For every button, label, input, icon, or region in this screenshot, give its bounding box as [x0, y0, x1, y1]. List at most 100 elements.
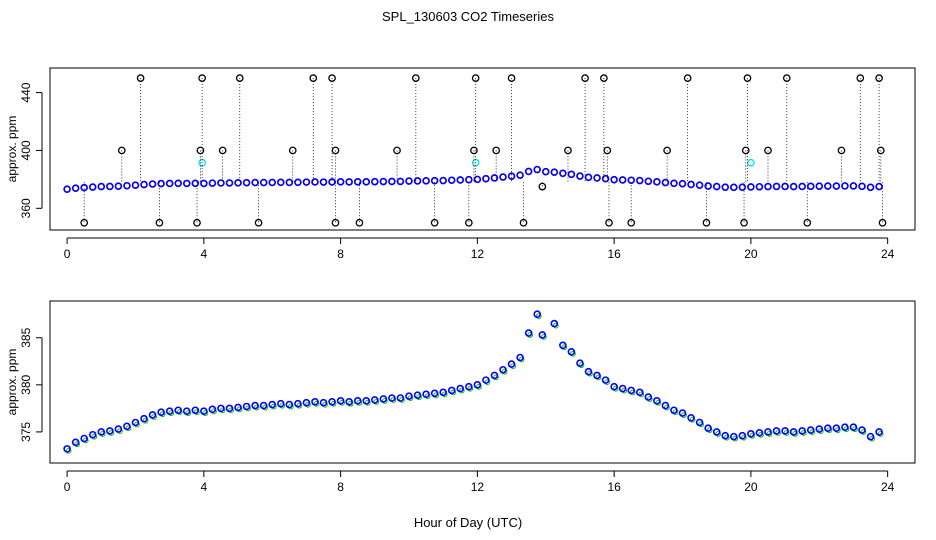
data-point: [217, 179, 225, 187]
data-point-green: [595, 374, 602, 381]
data-point: [379, 177, 388, 186]
data-point-green: [176, 409, 183, 416]
data-point-green: [125, 425, 132, 432]
data-point: [63, 185, 71, 194]
data-point: [439, 176, 447, 185]
data-point: [123, 181, 131, 190]
data-point-green: [869, 435, 875, 442]
data-point-green: [245, 405, 251, 412]
flag-point: [288, 146, 297, 155]
top-x-tick-label: 12: [471, 247, 485, 261]
data-point: [294, 178, 302, 187]
data-point: [670, 179, 678, 188]
data-point: [405, 392, 413, 400]
bottom-x-tick-label: 8: [337, 480, 344, 494]
flag-point: [564, 146, 572, 155]
data-point: [259, 178, 268, 187]
data-point-green: [852, 426, 858, 433]
data-point: [849, 423, 858, 432]
data-point: [200, 179, 208, 188]
data-point: [148, 180, 157, 188]
bottom-y-axis-label: approx. ppm: [5, 349, 19, 416]
data-point-green: [219, 407, 226, 414]
data-point: [661, 401, 670, 410]
data-point: [618, 384, 627, 393]
top-series-co2_secondary: [198, 158, 755, 167]
data-point-green: [540, 334, 547, 340]
data-point: [473, 381, 482, 389]
data-point: [71, 438, 80, 447]
flag-point: [875, 74, 883, 82]
data-point: [772, 427, 781, 435]
top-series-co2_primary: [63, 165, 883, 194]
data-point: [405, 177, 413, 185]
data-point-green: [655, 399, 662, 406]
data-point: [114, 182, 123, 190]
data-point: [174, 179, 183, 188]
bottom-x-tick-label: 4: [201, 480, 208, 494]
data-point: [601, 174, 610, 183]
data-point: [670, 406, 678, 415]
data-point: [140, 414, 148, 423]
data-point-green: [510, 363, 516, 370]
data-point: [798, 182, 806, 191]
data-point: [764, 182, 772, 191]
data-point-green: [339, 399, 346, 406]
data-point: [781, 427, 789, 435]
data-point: [516, 171, 524, 179]
data-point: [413, 177, 422, 185]
data-point-green: [527, 332, 534, 338]
data-point: [80, 434, 88, 443]
data-point: [704, 182, 712, 190]
top-y-axis-label: approx. ppm: [5, 116, 19, 183]
bottom-plot-frame: [49, 300, 916, 464]
data-point-green: [356, 399, 363, 406]
data-point-green: [629, 389, 636, 396]
data-point-green: [621, 387, 628, 394]
data-point: [695, 181, 704, 189]
data-point-green: [116, 428, 123, 434]
top-x-tick-label: 20: [744, 247, 758, 261]
data-point: [875, 182, 883, 191]
flag-point: [411, 74, 420, 82]
top-x-tick-label: 4: [201, 247, 208, 261]
data-point: [251, 178, 259, 187]
data-point-green: [817, 428, 824, 434]
data-point: [499, 173, 507, 181]
data-point: [439, 388, 447, 397]
data-point: [755, 429, 764, 437]
data-point: [63, 445, 71, 453]
flag-point: [605, 218, 613, 227]
data-point: [285, 178, 294, 187]
data-point: [71, 184, 80, 192]
data-point-green: [82, 437, 89, 444]
data-point: [165, 407, 174, 415]
data-point-green: [168, 410, 175, 417]
data-point: [482, 376, 490, 384]
data-point-green: [612, 385, 619, 392]
flag-point: [80, 218, 89, 227]
data-point: [738, 183, 747, 191]
data-point-green: [202, 410, 209, 417]
data-point-green: [305, 401, 311, 408]
flag-point: [470, 146, 478, 155]
data-point: [447, 176, 456, 185]
data-point: [533, 310, 542, 318]
data-point: [396, 177, 405, 186]
data-point: [225, 179, 234, 187]
top-y-tick-label: 440: [19, 82, 33, 102]
flag-point: [837, 146, 846, 155]
data-point: [422, 177, 430, 185]
data-point: [251, 401, 259, 410]
data-point: [336, 178, 345, 186]
data-point: [353, 397, 362, 405]
flag-point: [741, 146, 750, 155]
data-point-green: [578, 362, 585, 369]
data-point: [858, 182, 866, 191]
flag-point: [663, 146, 671, 155]
data-point-green: [689, 416, 696, 423]
data-point-green: [99, 431, 106, 437]
data-point-green: [834, 427, 841, 434]
flag-point: [492, 146, 501, 155]
